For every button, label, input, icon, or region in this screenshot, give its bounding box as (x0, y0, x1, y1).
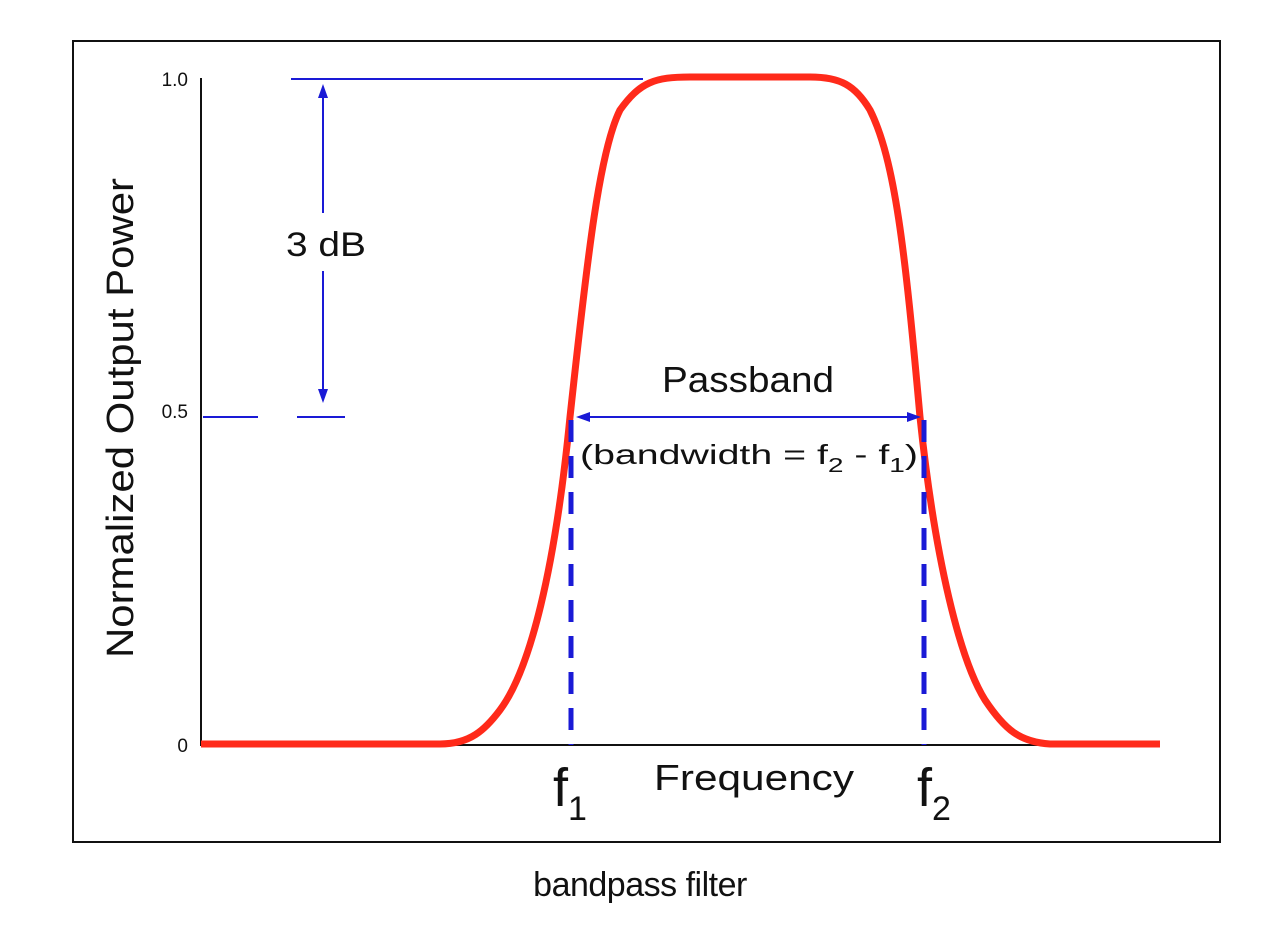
db-arrow-head-down (318, 389, 328, 403)
db-label: 3 dB (286, 226, 366, 264)
tick-label-top: 1.0 (162, 70, 188, 91)
passband-arrow-head-left (576, 412, 590, 422)
f2-sub: 2 (932, 790, 951, 828)
f2-label: f2 (917, 758, 951, 828)
figure-frame (72, 40, 1221, 843)
bandwidth-sub-1: 1 (889, 455, 905, 477)
bandwidth-sub-2: 2 (828, 455, 844, 477)
bandpass-curve (201, 73, 1160, 748)
f1-base: f (553, 758, 569, 818)
y-axis-label: Normalized Output Power (100, 178, 142, 658)
f2-base: f (917, 758, 933, 818)
bandwidth-close: ) (905, 439, 918, 470)
passband-label: Passband (662, 359, 834, 400)
tick-label-mid: 0.5 (162, 402, 188, 423)
bandwidth-minus: - f (843, 439, 889, 470)
x-axis-label: Frequency (654, 757, 854, 798)
db-arrow-head-up (318, 84, 328, 98)
bandwidth-prefix: (bandwidth = f (580, 439, 828, 470)
passband-arrow-head-right (907, 412, 921, 422)
f1-label: f1 (553, 758, 587, 828)
figure-caption: bandpass filter (533, 866, 747, 904)
f1-sub: 1 (568, 790, 587, 828)
tick-label-bottom: 0 (177, 736, 188, 757)
